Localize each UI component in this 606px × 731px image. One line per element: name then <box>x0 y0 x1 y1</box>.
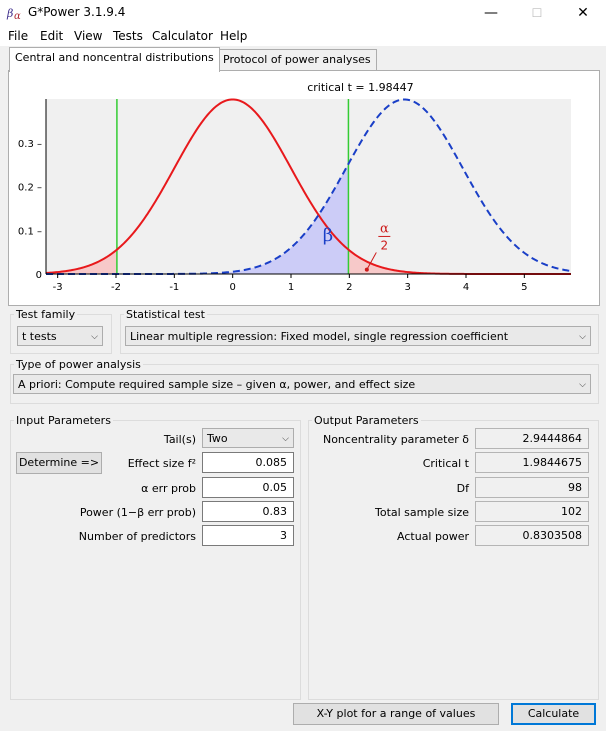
statistical-test-group <box>120 314 599 354</box>
effect-size-label: Effect size f² <box>127 457 196 470</box>
power-field[interactable]: 0.83 <box>202 501 294 522</box>
test-family-value: t tests <box>22 330 57 343</box>
x-tick-label: -3 <box>53 282 63 293</box>
menu-help[interactable]: Help <box>220 29 248 43</box>
menu-bar: File Edit View Tests Calculator Help <box>0 26 606 46</box>
maximize-button[interactable]: ☐ <box>531 6 543 20</box>
power-analysis-value: A priori: Compute required sample size –… <box>18 378 416 391</box>
output-parameters-group <box>308 420 599 700</box>
x-tick-label: -2 <box>111 282 121 293</box>
alpha-err-prob-field[interactable]: 0.05 <box>202 477 294 498</box>
menu-view[interactable]: View <box>74 29 103 43</box>
critical-t-field: 1.9844675 <box>475 452 589 473</box>
close-button[interactable]: ✕ <box>577 5 589 21</box>
tails-value: Two <box>207 432 228 445</box>
statistical-test-value: Linear multiple regression: Fixed model,… <box>130 330 509 343</box>
window-title: G*Power 3.1.9.4 <box>28 5 126 19</box>
effect-size-field[interactable]: 0.085 <box>202 452 294 473</box>
x-tick-label: 1 <box>288 282 294 293</box>
power-analysis-group <box>10 364 599 404</box>
power-analysis-label: Type of power analysis <box>14 358 143 371</box>
x-tick-label: 3 <box>404 282 410 293</box>
beta-region <box>46 164 349 274</box>
output-parameters-label: Output Parameters <box>312 414 421 427</box>
alpha-numerator: α <box>380 221 389 236</box>
alpha-region-right <box>348 249 571 274</box>
menu-edit[interactable]: Edit <box>40 29 64 43</box>
distribution-chart: -3 -2 -1 0 1 2 3 4 5 0 0.1 – 0.2 – 0.3 – critical t =… <box>18 81 572 293</box>
chevron-down-icon: ⌵ <box>91 332 98 342</box>
input-parameters-label: Input Parameters <box>14 414 113 427</box>
alpha-pointer-dot <box>364 267 369 272</box>
predictors-label: Number of predictors <box>78 530 196 543</box>
alpha-denominator: 2 <box>381 238 389 252</box>
alpha-region-left <box>46 250 117 274</box>
x-tick-label: 2 <box>346 282 352 293</box>
svg-text:β: β <box>6 7 13 20</box>
menu-calculator[interactable]: Calculator <box>152 29 213 43</box>
noncentrality-field: 2.9444864 <box>475 428 589 449</box>
test-family-select[interactable]: t tests ⌵ <box>17 326 103 346</box>
x-tick-label: 5 <box>521 282 527 293</box>
chevron-down-icon: ⌵ <box>579 332 586 342</box>
tab-distributions[interactable]: Central and noncentral distributions <box>9 47 220 72</box>
df-field: 98 <box>475 477 589 498</box>
power-label: Power (1−β err prob) <box>79 506 196 519</box>
alpha-pointer-line <box>366 252 377 270</box>
actual-power-label: Actual power <box>397 530 469 543</box>
tab-protocol[interactable]: Protocol of power analyses <box>217 49 377 71</box>
minimize-button[interactable]: — <box>484 5 498 21</box>
test-family-label: Test family <box>14 308 78 321</box>
y-tick-label: 0.3 – <box>18 139 42 150</box>
svg-text:α: α <box>14 11 21 22</box>
chart-title: critical t = 1.98447 <box>307 81 413 94</box>
determine-button[interactable]: Determine => <box>16 452 102 474</box>
alpha-err-prob-label: α err prob <box>141 482 196 495</box>
x-tick-label: 4 <box>463 282 469 293</box>
beta-symbol: β <box>323 225 333 246</box>
gpower-app-icon: β α <box>6 7 21 22</box>
noncentrality-label: Noncentrality parameter δ <box>322 433 469 446</box>
y-tick-label: 0.1 – <box>18 226 42 237</box>
tails-select[interactable]: Two ⌵ <box>202 428 294 448</box>
statistical-test-label: Statistical test <box>124 308 207 321</box>
menu-tests[interactable]: Tests <box>113 29 143 43</box>
distribution-panel: -3 -2 -1 0 1 2 3 4 5 0 0.1 – 0.2 – 0.3 – critical t =… <box>8 70 600 306</box>
input-parameters-group <box>10 420 301 700</box>
predictors-field[interactable]: 3 <box>202 525 294 546</box>
x-tick-label: 0 <box>229 282 235 293</box>
chevron-down-icon: ⌵ <box>282 434 289 444</box>
calculate-button[interactable]: Calculate <box>511 703 596 725</box>
total-sample-size-label: Total sample size <box>374 506 469 519</box>
y-tick-label: 0 <box>36 270 42 281</box>
tails-label: Tail(s) <box>163 433 196 446</box>
total-sample-size-field: 102 <box>475 501 589 522</box>
menu-file[interactable]: File <box>8 29 29 43</box>
noncentral-distribution-curve <box>46 98 572 275</box>
y-tick-label: 0.2 – <box>18 183 42 194</box>
xy-plot-button[interactable]: X-Y plot for a range of values <box>293 703 499 725</box>
x-tick-label: -1 <box>169 282 179 293</box>
power-analysis-select[interactable]: A priori: Compute required sample size –… <box>13 374 591 394</box>
chevron-down-icon: ⌵ <box>579 380 586 390</box>
df-label: Df <box>456 482 469 495</box>
title-bar: β α G*Power 3.1.9.4 — ☐ ✕ <box>0 0 606 26</box>
statistical-test-select[interactable]: Linear multiple regression: Fixed model,… <box>125 326 591 346</box>
actual-power-field: 0.8303508 <box>475 525 589 546</box>
critical-t-label: Critical t <box>422 457 469 470</box>
